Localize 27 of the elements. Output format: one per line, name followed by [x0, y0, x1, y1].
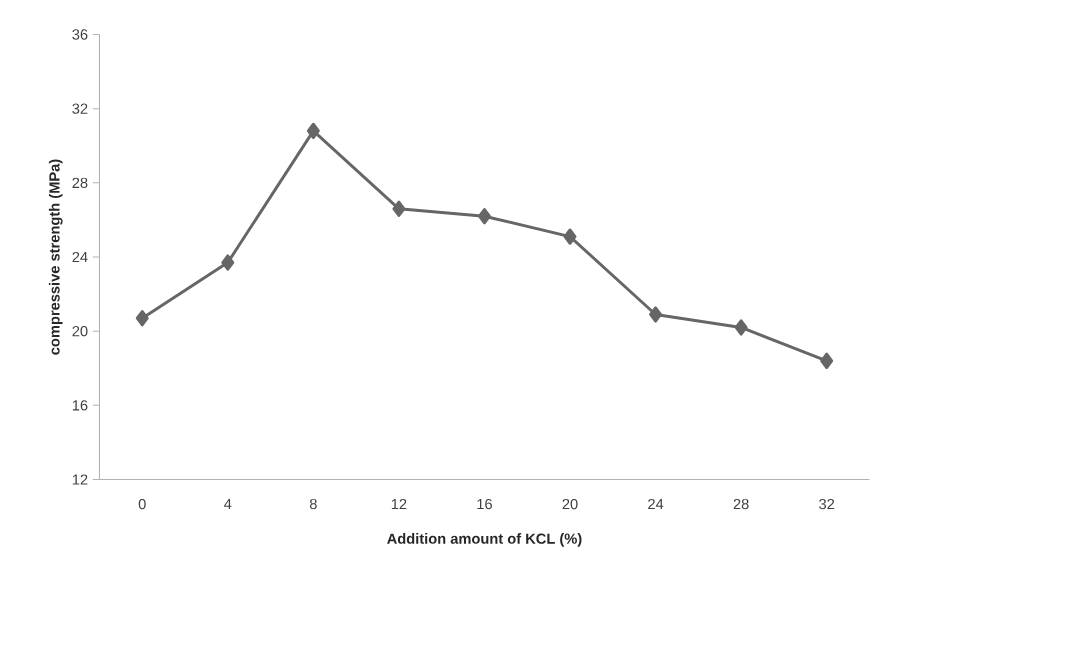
x-tick-label: 16 [477, 498, 492, 510]
point [734, 319, 748, 336]
y-tick-label: 16 [72, 400, 88, 411]
y-tick-label: 12 [72, 474, 88, 485]
x-tick-label: 8 [309, 498, 317, 510]
x-tick-label: 0 [138, 498, 146, 510]
y-tick-label: 20 [72, 325, 88, 337]
point [649, 306, 663, 323]
point [477, 208, 491, 225]
y-tick-label: 32 [72, 103, 88, 114]
x-tick-label: 20 [562, 498, 578, 510]
x-tick-label: 24 [648, 498, 664, 510]
y-axis-title: compressive strength (MPa) [48, 159, 63, 355]
x-tick-label: 32 [819, 498, 835, 510]
point [392, 200, 406, 217]
point [221, 254, 235, 271]
x-tick-label: 4 [224, 498, 232, 509]
y-tick-label: 36 [72, 29, 88, 40]
x-tick-label: 28 [733, 498, 749, 510]
point [306, 122, 320, 140]
x-tick-label: 12 [391, 498, 407, 510]
y-tick-label: 24 [72, 251, 88, 263]
x-axis-title: Addition amount of KCL (%) [387, 533, 582, 547]
point [563, 228, 577, 245]
point [820, 352, 834, 369]
point [135, 310, 149, 327]
y-tick-label: 28 [72, 177, 88, 189]
